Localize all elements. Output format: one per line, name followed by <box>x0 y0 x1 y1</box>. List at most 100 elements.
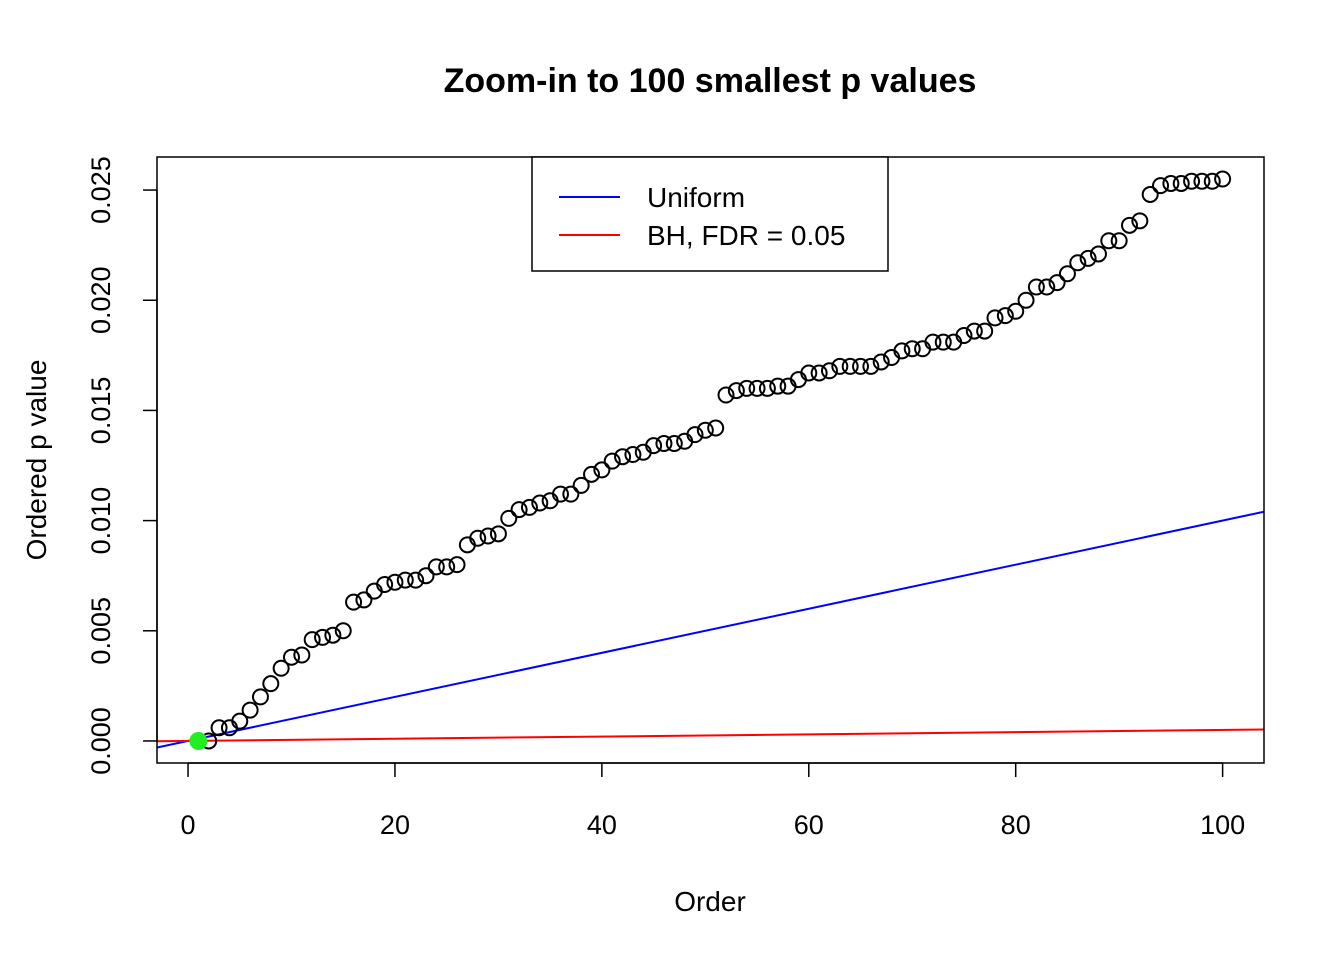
data-point <box>407 571 425 589</box>
y-tick-label: 0.025 <box>86 156 116 224</box>
legend: Uniform BH, FDR = 0.05 <box>531 156 889 272</box>
highlight-point <box>189 731 208 750</box>
data-point <box>510 501 528 519</box>
data-point <box>976 322 994 340</box>
data-point <box>1141 185 1159 203</box>
data-point <box>686 426 704 444</box>
data-point <box>531 494 549 512</box>
x-tick-label: 100 <box>1200 810 1245 840</box>
data-point <box>210 719 228 737</box>
data-point <box>479 527 497 545</box>
data-point <box>603 452 621 470</box>
data-point <box>665 434 683 452</box>
x-tick-label: 40 <box>587 810 617 840</box>
data-point <box>645 437 663 455</box>
x-tick-label: 80 <box>1001 810 1031 840</box>
data-point <box>396 571 414 589</box>
data-point <box>1017 291 1035 309</box>
data-point <box>996 307 1014 325</box>
data-point <box>1027 278 1045 296</box>
line-bh-fdr-0-05 <box>157 728 1264 743</box>
data-point <box>314 628 332 646</box>
data-point <box>738 379 756 397</box>
data-point <box>241 701 259 719</box>
legend-label: Uniform <box>647 182 745 213</box>
data-point <box>624 445 642 463</box>
reference-lines <box>157 510 1264 749</box>
y-tick-label: 0.010 <box>86 487 116 555</box>
data-point <box>1131 212 1149 230</box>
data-point <box>965 322 983 340</box>
data-point <box>231 712 249 730</box>
data-point <box>707 419 725 437</box>
data-point <box>1058 265 1076 283</box>
data-point <box>272 659 290 677</box>
data-point <box>924 333 942 351</box>
data-point <box>293 646 311 664</box>
data-point <box>1007 302 1025 320</box>
data-point <box>469 529 487 547</box>
data-point <box>748 379 766 397</box>
data-point <box>758 379 776 397</box>
data-point <box>500 509 518 527</box>
line-uniform <box>157 510 1264 749</box>
y-tick-label: 0.015 <box>86 377 116 445</box>
data-point <box>893 342 911 360</box>
y-axis-label: Ordered p value <box>21 360 52 561</box>
data-point <box>386 573 404 591</box>
data-point <box>448 556 466 574</box>
data-point <box>862 357 880 375</box>
data-point <box>489 525 507 543</box>
data-point <box>345 593 363 611</box>
data-point <box>376 576 394 594</box>
data-point <box>717 386 735 404</box>
data-point <box>251 688 269 706</box>
data-point <box>355 591 373 609</box>
data-point <box>986 309 1004 327</box>
data-point <box>1079 249 1097 267</box>
data-point <box>583 465 601 483</box>
data-point <box>727 382 745 400</box>
data-point <box>841 357 859 375</box>
data-point <box>572 476 590 494</box>
data-point <box>1203 172 1221 190</box>
data-point <box>1038 278 1056 296</box>
data-point <box>562 485 580 503</box>
data-point <box>303 631 321 649</box>
data-point <box>1100 232 1118 250</box>
data-point <box>1089 245 1107 263</box>
data-point <box>852 357 870 375</box>
chart-title: Zoom-in to 100 smallest p values <box>444 62 977 100</box>
data-point <box>1048 274 1066 292</box>
data-point <box>820 362 838 380</box>
data-point <box>520 498 538 516</box>
axes: 0 20 40 60 80 100 0.000 0.005 0.010 0.015 0.020 0.0… <box>86 156 1265 840</box>
y-tick-label: 0.000 <box>86 707 116 775</box>
data-point <box>427 558 445 576</box>
data-point <box>1162 174 1180 192</box>
data-point <box>593 461 611 479</box>
data-point <box>1069 254 1087 272</box>
data-point <box>1193 172 1211 190</box>
data-point <box>655 434 673 452</box>
x-tick-label: 0 <box>181 810 196 840</box>
data-point <box>282 648 300 666</box>
data-point <box>324 626 342 644</box>
data-point <box>934 333 952 351</box>
data-point <box>1183 172 1201 190</box>
data-point <box>872 353 890 371</box>
data-point <box>903 340 921 358</box>
data-point <box>1152 177 1170 195</box>
data-point <box>551 485 569 503</box>
y-tick-label: 0.005 <box>86 597 116 665</box>
data-point <box>614 448 632 466</box>
data-point <box>769 377 787 395</box>
data-point <box>955 326 973 344</box>
data-point <box>438 558 456 576</box>
data-point <box>810 364 828 382</box>
data-point <box>334 622 352 640</box>
legend-box <box>531 156 889 272</box>
y-tick-label: 0.020 <box>86 266 116 334</box>
data-point <box>1214 170 1232 188</box>
